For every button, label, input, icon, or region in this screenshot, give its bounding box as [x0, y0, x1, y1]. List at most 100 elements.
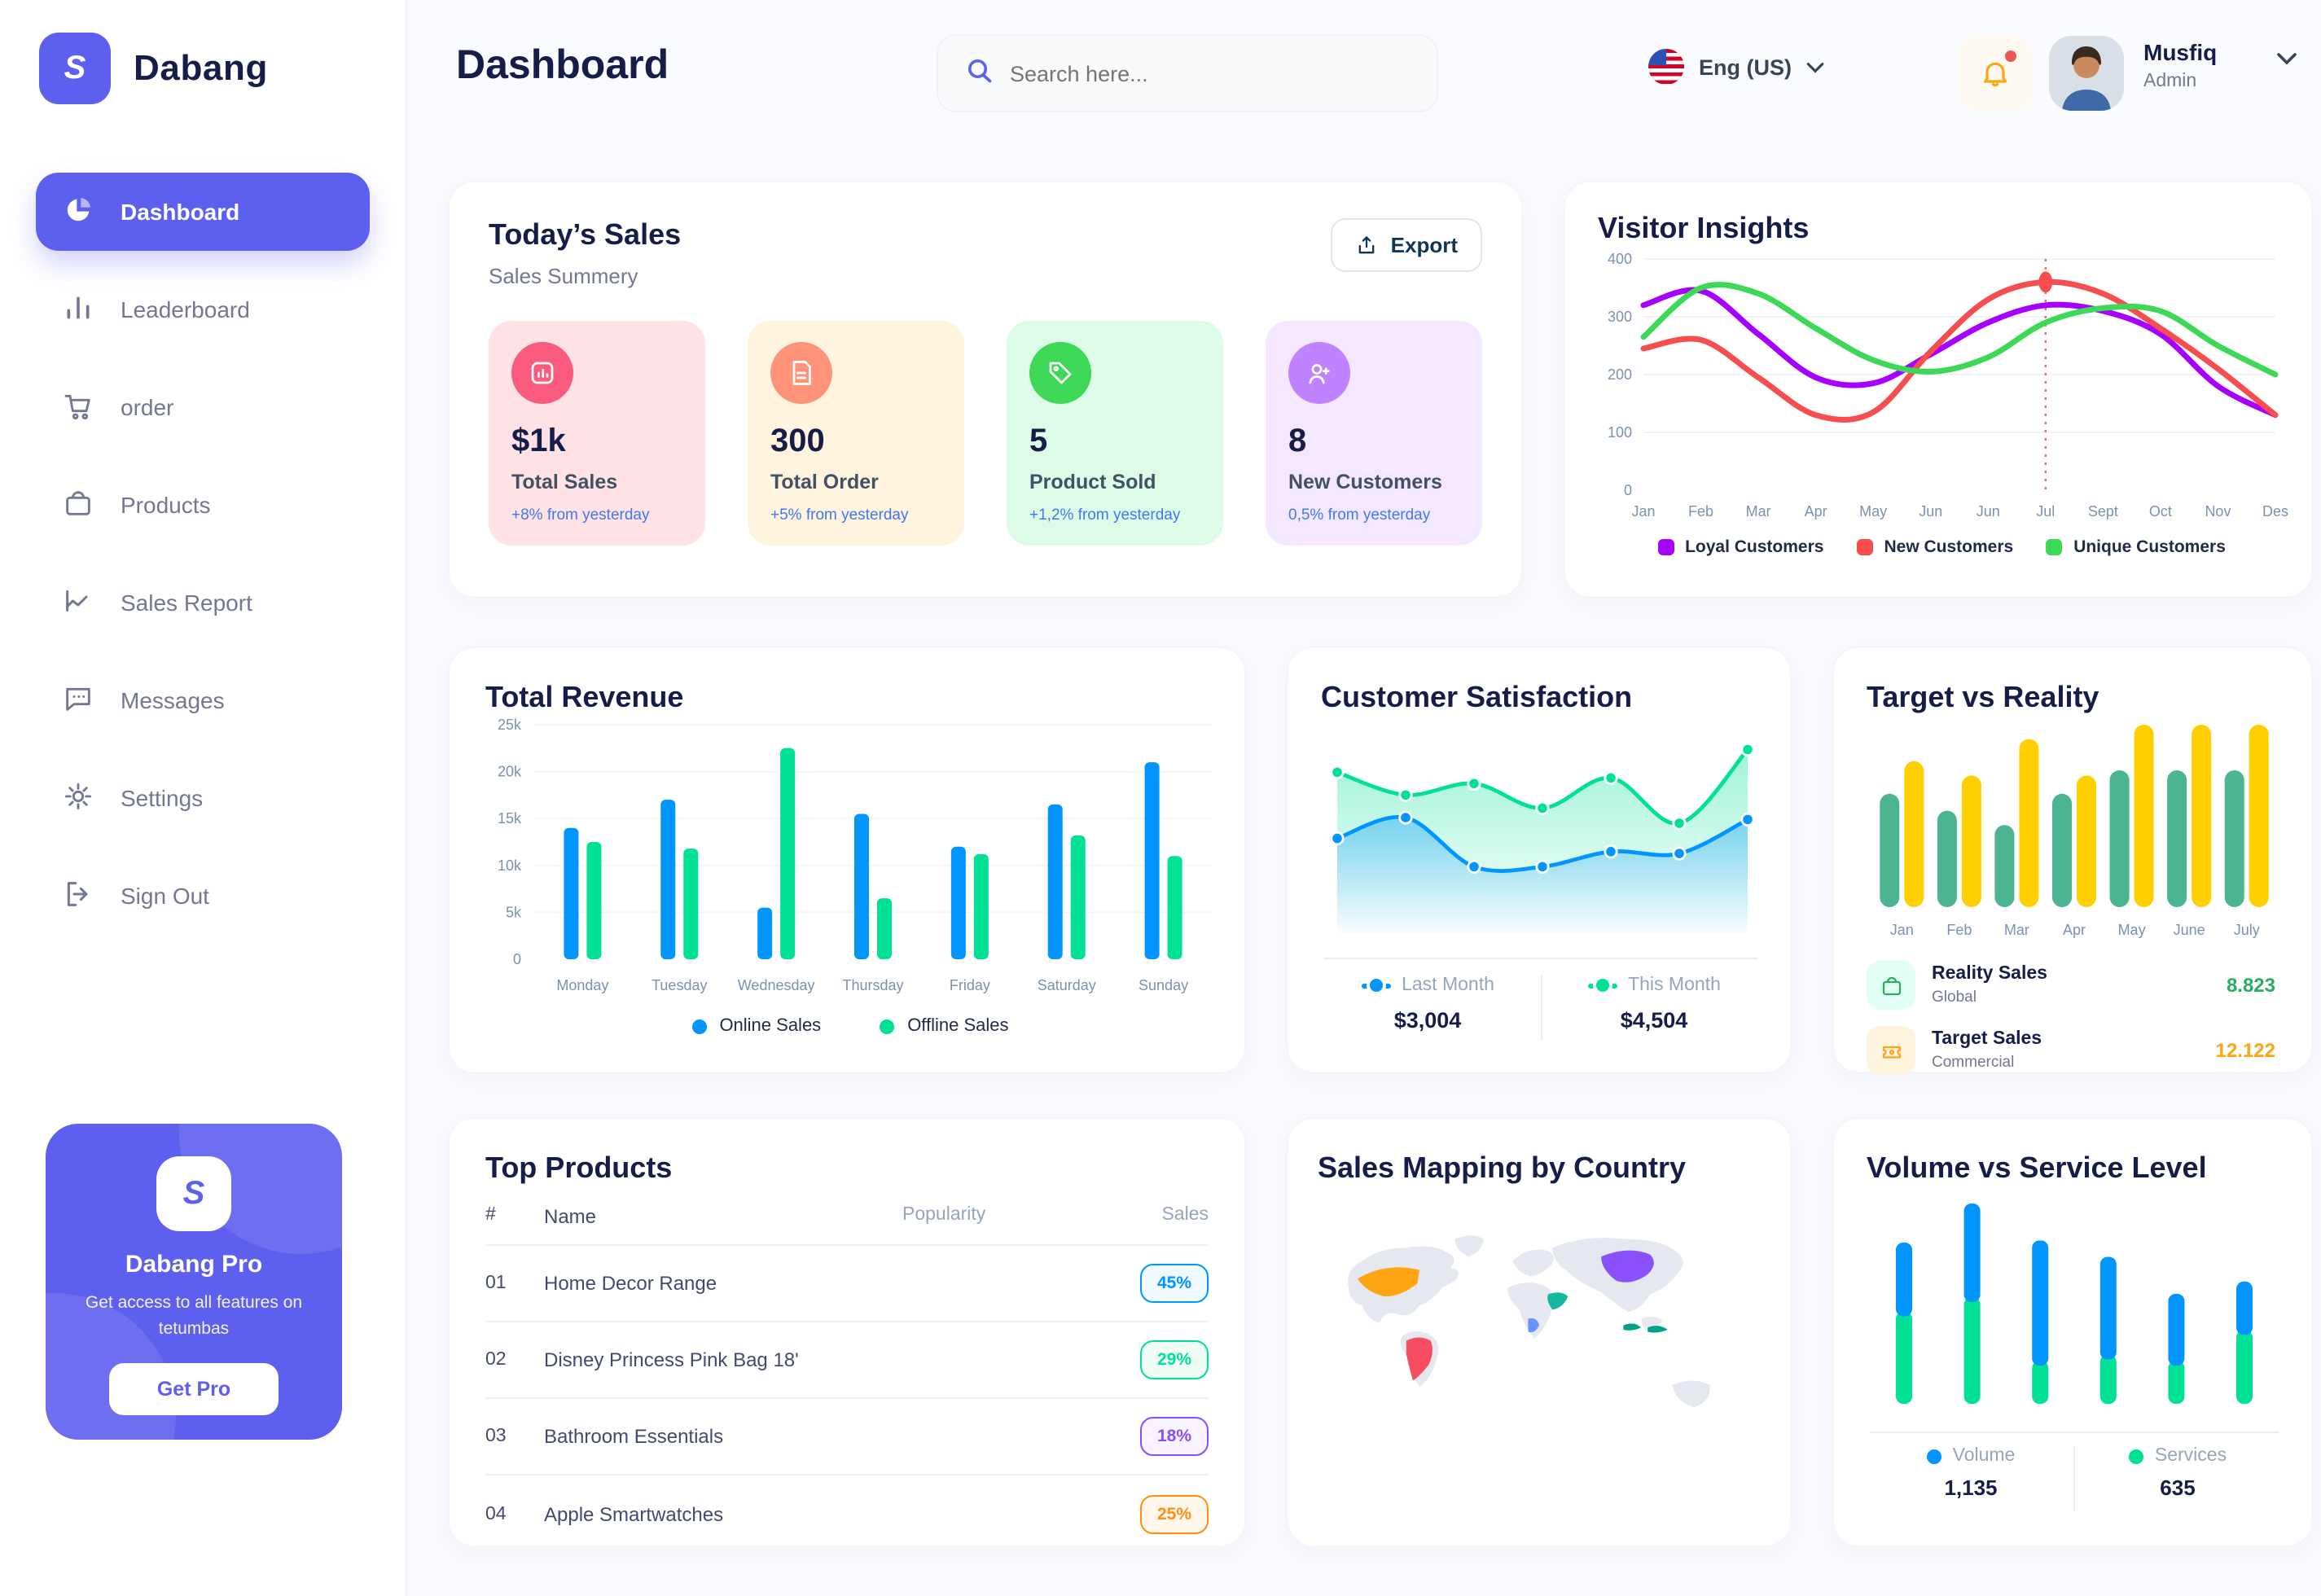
country-dr-congo [1528, 1318, 1539, 1333]
search-bar[interactable] [937, 34, 1438, 112]
svg-text:Sunday: Sunday [1139, 977, 1188, 993]
svg-text:0: 0 [513, 951, 521, 967]
svg-text:10k: 10k [498, 857, 522, 874]
visitor-insights-card: Visitor Insights 0 100 200 300 400 Jan Feb Mar A… [1564, 181, 2313, 598]
top-products-card: Top Products # Name Popularity Sales 01 … [448, 1117, 1246, 1547]
legend-swatch [1856, 539, 1873, 555]
svg-text:Des: Des [2262, 503, 2288, 520]
user-info[interactable]: Musfiq Admin [2143, 39, 2217, 91]
total-order-stat-card: 300 Total Order +5% from yesterday [748, 321, 964, 546]
language-label: Eng (US) [1699, 55, 1792, 79]
divider [1324, 958, 1757, 959]
sales-map-card: Sales Mapping by Country [1287, 1117, 1792, 1547]
visitor-insights-title: Visitor Insights [1598, 212, 1810, 244]
chevron-down-icon[interactable] [2277, 52, 2297, 65]
sales-summary-cards: $1k Total Sales +8% from yesterday 300 T… [489, 321, 1482, 546]
user-role: Admin [2143, 72, 2197, 91]
total-revenue-chart: 0 5k 10k 15k 20k 25k Monday Tuesday Wednesday Thu… [498, 717, 1212, 993]
legend-swatch [1657, 539, 1674, 555]
target-vs-reality-card: Target vs Reality Jan Feb Mar Apr May June Jul… [1832, 647, 2313, 1075]
country-china [1601, 1250, 1654, 1282]
divider [1540, 976, 1542, 1041]
sales-chart-icon [511, 342, 573, 404]
top-products-title: Top Products [485, 1151, 673, 1184]
svg-text:Tuesday: Tuesday [652, 977, 707, 993]
svg-text:July: July [2234, 922, 2260, 938]
customer-satisfaction-chart [1330, 742, 1755, 936]
notifications-button[interactable] [1958, 36, 2033, 111]
product-sold-stat-card: 5 Product Sold +1,2% from yesterday [1007, 321, 1223, 546]
user-plus-icon [1288, 342, 1350, 404]
sales-badge: 45% [1140, 1264, 1209, 1303]
line-chart-icon [62, 584, 94, 621]
visitor-insights-chart: 0 100 200 300 400 Jan Feb Mar Apr May Jun Jun Jul Sep… [1608, 251, 2288, 520]
language-selector[interactable]: Eng (US) [1648, 49, 1824, 85]
avatar[interactable] [2049, 36, 2124, 111]
sales-badge: 25% [1140, 1494, 1209, 1533]
todays-sales-title: Today’s Sales [489, 218, 682, 251]
target-vs-reality-chart: Jan Feb Mar Apr May June July [1880, 725, 2269, 938]
table-row: 02 Disney Princess Pink Bag 18' 29% [485, 1322, 1209, 1399]
svg-text:Mar: Mar [2004, 922, 2029, 938]
export-button[interactable]: Export [1330, 218, 1482, 272]
pro-logo-icon: S [156, 1156, 231, 1231]
volume-service-legend: Volume 1,135 Services 635 [1867, 1446, 2282, 1511]
svg-text:June: June [2174, 922, 2205, 938]
notification-dot [2005, 50, 2016, 62]
sidebar-item-label: Settings [121, 785, 204, 811]
target-vs-reality-legend: Reality Sales Global 8.823 Target Sales … [1867, 961, 2282, 1075]
total-revenue-title: Total Revenue [485, 681, 684, 713]
svg-text:25k: 25k [498, 717, 522, 733]
sidebar-item-settings[interactable]: Settings [36, 759, 370, 837]
pro-upsell-card: S Dabang Pro Get access to all features … [46, 1124, 342, 1440]
tag-icon [1029, 342, 1091, 404]
svg-text:Feb: Feb [1946, 922, 1972, 938]
top-header: Dashboard Eng (US) Musfiq Admin [407, 0, 2321, 150]
page-title: Dashboard [456, 42, 669, 88]
sales-badge: 18% [1140, 1417, 1209, 1456]
order-file-icon [770, 342, 832, 404]
customer-satisfaction-title: Customer Satisfaction [1321, 681, 1633, 713]
get-pro-button[interactable]: Get Pro [109, 1362, 279, 1414]
sidebar-item-order[interactable]: order [36, 368, 370, 446]
customer-satisfaction-legend: Last Month $3,004 This Month $4,504 [1321, 976, 1761, 1041]
search-icon [964, 55, 994, 92]
legend-dot [691, 1019, 707, 1033]
pie-chart-icon [62, 193, 94, 230]
table-row: 04 Apple Smartwatches 25% [485, 1475, 1209, 1552]
legend-line [1587, 979, 1617, 992]
volume-service-card: Volume vs Service Level Volume 1,135 Ser… [1832, 1117, 2313, 1547]
bag-icon [62, 486, 94, 524]
sidebar-item-sign-out[interactable]: Sign Out [36, 857, 370, 935]
sales-map-title: Sales Mapping by Country [1318, 1151, 1687, 1184]
reality-bag-icon [1867, 961, 1915, 1010]
sidebar-item-products[interactable]: Products [36, 466, 370, 544]
volume-service-title: Volume vs Service Level [1867, 1151, 2207, 1184]
legend-dot [880, 1019, 895, 1033]
sidebar-item-dashboard[interactable]: Dashboard [36, 173, 370, 251]
divider [1870, 1432, 2279, 1433]
search-input[interactable] [1010, 61, 1384, 86]
sidebar-item-leaderboard[interactable]: Leaderboard [36, 270, 370, 349]
volume-service-chart [1896, 1204, 2253, 1404]
svg-text:Saturday: Saturday [1038, 977, 1096, 993]
legend-dot [1926, 1449, 1941, 1463]
sidebar-item-sales-report[interactable]: Sales Report [36, 563, 370, 642]
svg-text:Wednesday: Wednesday [738, 977, 815, 993]
svg-text:400: 400 [1608, 251, 1632, 267]
brand: S Dabang [0, 0, 406, 104]
target-ticket-icon [1867, 1026, 1915, 1075]
svg-text:Thursday: Thursday [842, 977, 903, 993]
sidebar-item-label: order [121, 394, 174, 420]
sidebar-item-messages[interactable]: Messages [36, 661, 370, 739]
svg-text:Nov: Nov [2205, 503, 2231, 520]
svg-text:Jun: Jun [1919, 503, 1942, 520]
sidebar: S Dabang Dashboard Leaderboard order [0, 0, 407, 1596]
country-usa [1357, 1267, 1420, 1297]
svg-text:Apr: Apr [2063, 922, 2086, 938]
total-sales-stat-card: $1k Total Sales +8% from yesterday [489, 321, 705, 546]
svg-text:Mar: Mar [1746, 503, 1771, 520]
svg-text:Jun: Jun [1977, 503, 2000, 520]
svg-text:Friday: Friday [950, 977, 990, 993]
